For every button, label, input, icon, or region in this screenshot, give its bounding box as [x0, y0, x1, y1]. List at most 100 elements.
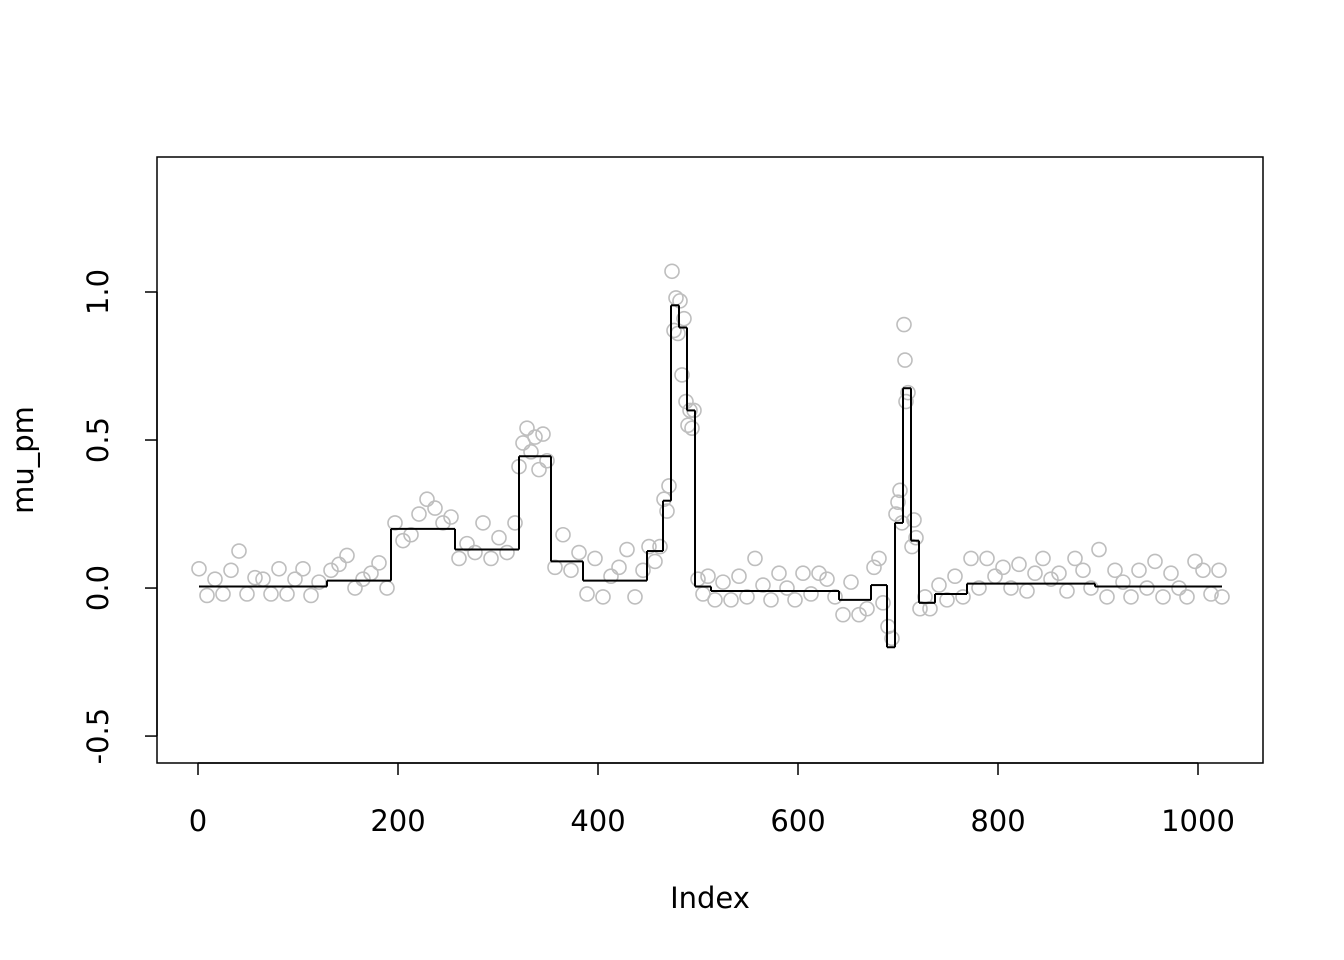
data-point — [1107, 562, 1123, 579]
data-point — [955, 589, 971, 605]
data-point — [1163, 565, 1179, 582]
data-point — [666, 322, 682, 339]
data-point — [659, 503, 675, 519]
data-point — [1059, 583, 1075, 599]
data-point — [571, 544, 587, 561]
data-point — [979, 550, 995, 567]
data-point — [379, 580, 395, 596]
data-point — [619, 541, 635, 558]
data-point — [435, 515, 451, 531]
data-point — [680, 417, 696, 434]
x-tick-label: 800 — [970, 804, 1025, 838]
data-point — [563, 562, 579, 579]
data-point — [787, 592, 803, 608]
data-point — [647, 553, 663, 570]
plot-box — [156, 156, 1264, 764]
data-point — [191, 560, 207, 577]
data-point — [906, 512, 922, 528]
data-point — [519, 420, 535, 436]
data-point — [295, 560, 311, 577]
data-point — [467, 544, 483, 561]
data-point — [763, 592, 779, 608]
data-point — [875, 595, 891, 611]
data-point — [700, 568, 716, 584]
data-point — [395, 532, 411, 549]
data-point — [507, 515, 523, 531]
data-point — [1019, 583, 1035, 599]
data-point — [483, 550, 499, 567]
data-point — [611, 559, 627, 576]
data-point — [603, 568, 619, 584]
data-point — [897, 352, 913, 368]
data-point — [1147, 553, 1163, 570]
data-point — [859, 600, 875, 617]
x-tick-label: 600 — [770, 804, 825, 838]
data-point — [215, 586, 231, 602]
data-point — [682, 402, 698, 419]
data-point — [987, 568, 1003, 584]
data-point — [723, 592, 739, 608]
data-point — [1091, 541, 1107, 558]
data-point — [690, 571, 706, 587]
data-point — [535, 426, 551, 442]
data-point — [771, 565, 787, 582]
data-point — [843, 574, 859, 590]
data-point — [255, 571, 271, 587]
data-point — [811, 565, 827, 582]
data-point — [263, 586, 279, 602]
data-point — [908, 529, 924, 546]
data-point — [1123, 589, 1139, 605]
data-point — [555, 526, 571, 543]
data-point — [947, 568, 963, 584]
data-point — [1003, 580, 1019, 596]
x-tick-label: 200 — [370, 804, 425, 838]
data-point — [355, 571, 371, 587]
data-point — [1043, 571, 1059, 587]
data-point — [904, 538, 920, 555]
data-point — [1214, 589, 1230, 605]
data-point — [661, 478, 677, 494]
data-point — [684, 420, 700, 436]
data-point — [403, 526, 419, 543]
data-point — [199, 587, 215, 604]
data-point — [547, 559, 563, 576]
data-point — [627, 589, 643, 605]
data-point — [890, 494, 906, 510]
data-point — [731, 568, 747, 584]
data-point — [279, 586, 295, 602]
data-point — [531, 461, 547, 478]
data-point — [239, 586, 255, 602]
data-point — [931, 577, 947, 593]
data-point — [739, 589, 755, 605]
data-point — [371, 555, 387, 571]
data-point — [851, 606, 867, 623]
data-point — [635, 562, 651, 579]
data-point — [664, 263, 680, 280]
data-point — [247, 569, 263, 586]
data-point — [475, 515, 491, 531]
data-point — [491, 529, 507, 546]
data-point — [303, 587, 319, 604]
data-point — [1011, 556, 1027, 573]
data-point — [747, 550, 763, 567]
data-point — [884, 630, 900, 647]
y-tick-label: 0.5 — [81, 417, 115, 463]
data-point — [1099, 589, 1115, 605]
data-point — [539, 452, 555, 469]
data-point — [1051, 565, 1067, 582]
data-point — [1035, 550, 1051, 567]
data-point — [1211, 562, 1227, 579]
data-point — [419, 491, 435, 508]
x-axis-label: Index — [670, 881, 750, 915]
data-point — [652, 538, 668, 555]
data-point — [271, 560, 287, 577]
data-point — [411, 506, 427, 522]
data-point — [803, 586, 819, 602]
data-point — [1075, 562, 1091, 579]
data-point — [595, 589, 611, 605]
data-point — [900, 384, 916, 401]
data-point — [1187, 553, 1203, 570]
data-point — [896, 316, 912, 333]
data-point — [835, 606, 851, 623]
